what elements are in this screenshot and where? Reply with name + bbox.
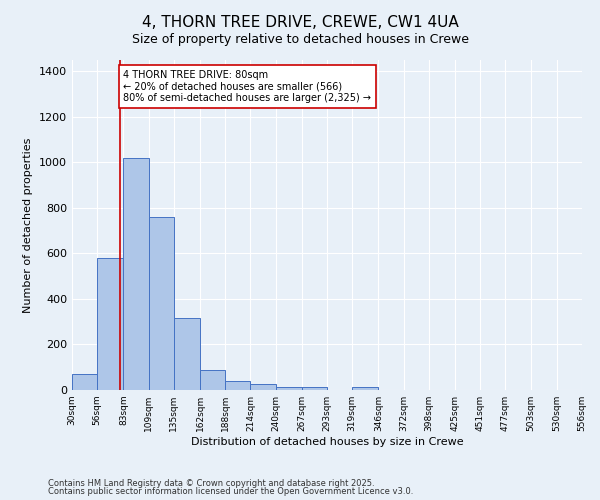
Bar: [302, 388, 327, 390]
Text: Size of property relative to detached houses in Crewe: Size of property relative to detached ho…: [131, 32, 469, 46]
Bar: [97, 258, 124, 390]
Text: 4 THORN TREE DRIVE: 80sqm
← 20% of detached houses are smaller (566)
80% of semi: 4 THORN TREE DRIVE: 80sqm ← 20% of detac…: [124, 70, 371, 103]
Y-axis label: Number of detached properties: Number of detached properties: [23, 138, 34, 312]
Bar: [174, 318, 200, 390]
Text: 4, THORN TREE DRIVE, CREWE, CW1 4UA: 4, THORN TREE DRIVE, CREWE, CW1 4UA: [142, 15, 458, 30]
Bar: [149, 217, 174, 390]
Bar: [72, 374, 97, 390]
Text: Contains public sector information licensed under the Open Government Licence v3: Contains public sector information licen…: [48, 487, 413, 496]
Text: Contains HM Land Registry data © Crown copyright and database right 2025.: Contains HM Land Registry data © Crown c…: [48, 478, 374, 488]
Bar: [225, 382, 250, 390]
X-axis label: Distribution of detached houses by size in Crewe: Distribution of detached houses by size …: [191, 437, 463, 447]
Bar: [352, 388, 379, 390]
Bar: [124, 158, 149, 390]
Bar: [200, 370, 225, 390]
Bar: [250, 384, 275, 390]
Bar: [275, 388, 302, 390]
